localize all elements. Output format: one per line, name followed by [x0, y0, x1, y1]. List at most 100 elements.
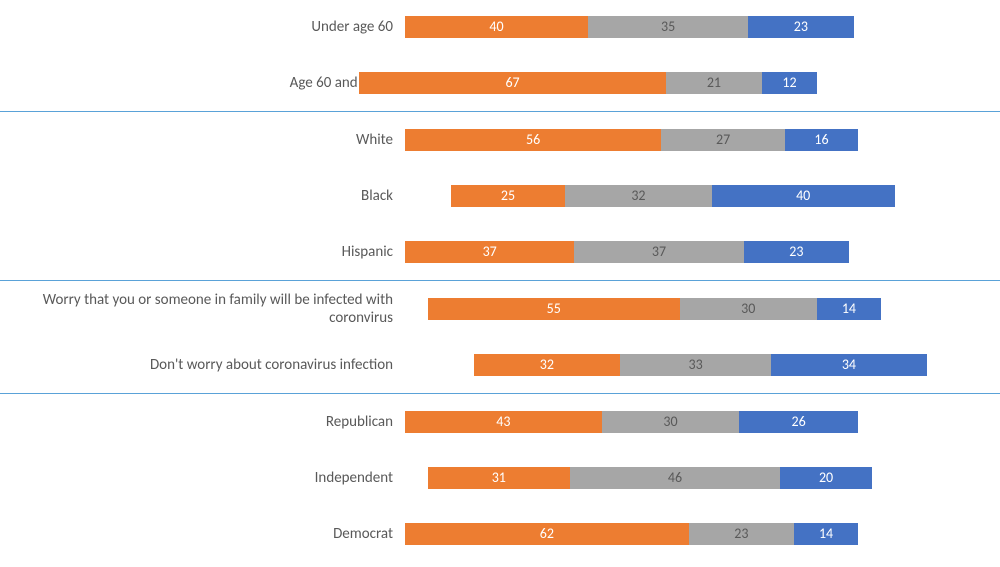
row-label: Under age 60: [0, 18, 405, 36]
bar-cell: 55 30 14: [405, 298, 1000, 320]
bar-cell: 40 35 23: [405, 16, 1000, 38]
bar-segment-value: 26: [791, 415, 805, 429]
row-label: Don't worry about coronavirus infection: [0, 356, 405, 374]
bar-cell: 25 32 40: [405, 185, 1000, 207]
bar-segment-value: 37: [652, 245, 666, 259]
bar-segment-value: 35: [661, 20, 675, 34]
bar-segment-value: 40: [796, 189, 810, 203]
chart-row: Don't worry about coronavirus infection 3…: [0, 337, 1000, 393]
bar-segment-value: 34: [842, 358, 856, 372]
chart-group: Under age 60 40 35 23 Age 60 and older 67 21 12: [0, 0, 1000, 112]
bar-segment-value: 21: [707, 76, 721, 90]
row-label: Worry that you or someone in family will…: [0, 291, 405, 327]
bar-segment: 33: [620, 354, 771, 376]
bar-segment: 16: [785, 129, 858, 151]
bar-segment: 23: [748, 16, 853, 38]
bar-segment-value: 32: [631, 189, 645, 203]
bar-stack: 43 30 26: [405, 411, 1000, 433]
bar-segment-value: 46: [668, 471, 682, 485]
row-label: White: [0, 131, 405, 149]
bar-segment: 37: [574, 241, 743, 263]
bar-segment: 31: [428, 467, 570, 489]
bar-stack: 32 33 34: [474, 354, 1000, 376]
bar-segment-value: 23: [794, 20, 808, 34]
row-label: Black: [0, 187, 405, 205]
bar-segment: 67: [359, 72, 666, 94]
bar-segment-value: 32: [540, 358, 554, 372]
bar-segment-value: 14: [842, 302, 856, 316]
bar-segment: 62: [405, 523, 689, 545]
bar-segment-value: 55: [547, 302, 561, 316]
row-label: Republican: [0, 413, 405, 431]
bar-segment-value: 67: [505, 76, 519, 90]
stacked-bar-chart: Under age 60 40 35 23 Age 60 and older 67 21 12…: [0, 0, 1000, 566]
bar-segment-value: 30: [741, 302, 755, 316]
bar-segment-value: 62: [540, 527, 554, 541]
bar-segment-value: 14: [819, 527, 833, 541]
chart-row: Under age 60 40 35 23: [0, 0, 1000, 55]
bar-segment: 26: [739, 411, 858, 433]
bar-stack: 62 23 14: [405, 523, 1000, 545]
row-label: Hispanic: [0, 243, 405, 261]
bar-cell: 43 30 26: [405, 411, 1000, 433]
bar-stack: 56 27 16: [405, 129, 1000, 151]
bar-segment-value: 33: [689, 358, 703, 372]
bar-cell: 56 27 16: [405, 129, 1000, 151]
bar-segment: 37: [405, 241, 574, 263]
chart-row: Independent 31 46 20: [0, 450, 1000, 506]
chart-row: White 56 27 16: [0, 112, 1000, 168]
bar-segment-value: 40: [489, 20, 503, 34]
bar-segment-value: 16: [814, 133, 828, 147]
bar-stack: 55 30 14: [428, 298, 1000, 320]
bar-segment-value: 43: [496, 415, 510, 429]
bar-segment: 20: [780, 467, 872, 489]
bar-segment: 55: [428, 298, 680, 320]
bar-segment: 46: [570, 467, 781, 489]
bar-stack: 40 35 23: [405, 16, 1000, 38]
bar-segment-value: 12: [782, 76, 796, 90]
bar-segment: 56: [405, 129, 661, 151]
bar-stack: 67 21 12: [359, 72, 1000, 94]
row-label: Independent: [0, 469, 405, 487]
bar-segment: 21: [666, 72, 762, 94]
bar-segment: 23: [689, 523, 794, 545]
bar-segment-value: 31: [492, 471, 506, 485]
bar-segment: 25: [451, 185, 565, 207]
bar-segment: 40: [712, 185, 895, 207]
bar-segment: 32: [474, 354, 620, 376]
bar-cell: 37 37 23: [405, 241, 1000, 263]
bar-segment: 27: [661, 129, 785, 151]
bar-segment: 14: [794, 523, 858, 545]
bar-cell: 32 33 34: [405, 354, 1000, 376]
bar-segment-value: 27: [716, 133, 730, 147]
bar-cell: 31 46 20: [405, 467, 1000, 489]
bar-segment: 32: [565, 185, 711, 207]
bar-segment-value: 25: [501, 189, 515, 203]
bar-segment: 30: [602, 411, 739, 433]
chart-row: Democrat 62 23 14: [0, 506, 1000, 562]
bar-segment-value: 23: [734, 527, 748, 541]
bar-segment: 23: [744, 241, 849, 263]
bar-segment-value: 56: [526, 133, 540, 147]
row-label: Democrat: [0, 525, 405, 543]
bar-segment: 14: [817, 298, 881, 320]
bar-segment: 43: [405, 411, 602, 433]
chart-row: Black 25 32 40: [0, 168, 1000, 224]
row-label: Age 60 and older: [0, 74, 405, 92]
bar-segment: 12: [762, 72, 817, 94]
bar-stack: 25 32 40: [451, 185, 1000, 207]
bar-segment: 34: [771, 354, 927, 376]
bar-stack: 31 46 20: [428, 467, 1000, 489]
bar-stack: 37 37 23: [405, 241, 1000, 263]
bar-segment-value: 20: [819, 471, 833, 485]
chart-row: Age 60 and older 67 21 12: [0, 55, 1000, 111]
chart-row: Hispanic 37 37 23: [0, 224, 1000, 280]
chart-group: Worry that you or someone in family will…: [0, 280, 1000, 394]
chart-group: White 56 27 16 Black 25 32 40 Hispanic 37 37 23: [0, 111, 1000, 281]
chart-group: Republican 43 30 26 Independent 31 46 20 Democra…: [0, 393, 1000, 562]
bar-segment-value: 23: [789, 245, 803, 259]
chart-row: Republican 43 30 26: [0, 394, 1000, 450]
bar-segment: 40: [405, 16, 588, 38]
bar-segment-value: 37: [483, 245, 497, 259]
bar-segment: 35: [588, 16, 748, 38]
